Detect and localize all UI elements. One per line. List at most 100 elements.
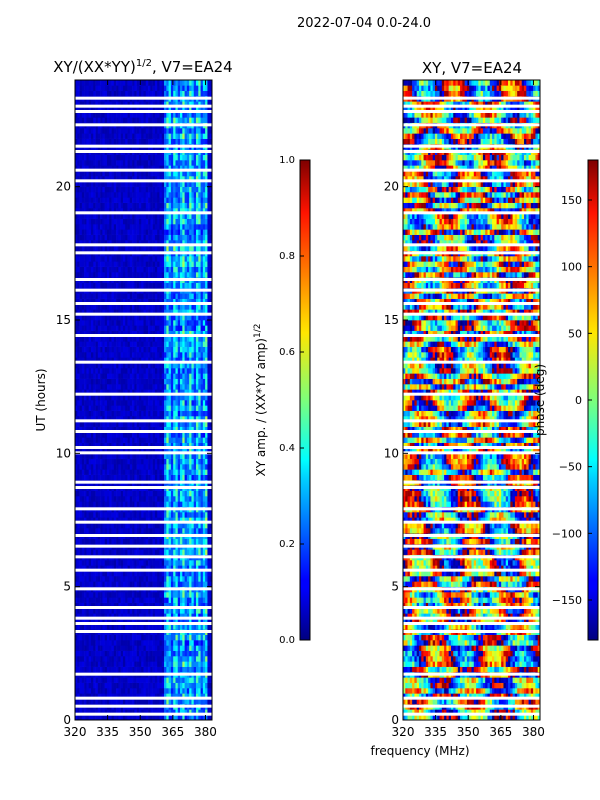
heatmap-cell: [127, 352, 131, 358]
heatmap-cell: [200, 490, 204, 497]
heatmap-cell: [127, 624, 131, 630]
heatmap-cell: [109, 410, 112, 417]
heatmap-cell: [97, 474, 101, 481]
heatmap-cell: [186, 661, 190, 667]
heatmap-cell: [145, 709, 149, 715]
heatmap-cell: [148, 341, 151, 347]
heatmap-cell: [161, 432, 165, 438]
heatmap-cell: [86, 405, 89, 411]
heatmap-cell: [109, 501, 112, 507]
heatmap-cell: [97, 645, 101, 651]
heatmap-cell: [196, 368, 199, 374]
heatmap-cell: [200, 309, 204, 315]
heatmap-cell: [196, 576, 199, 582]
heatmap-cell: [77, 613, 80, 619]
heatmap-cell: [97, 410, 101, 417]
heatmap-cell: [113, 442, 117, 449]
heatmap-cell: [164, 490, 167, 497]
heatmap-cell: [193, 565, 197, 571]
heatmap-cell: [207, 501, 211, 507]
heatmap-cell: [193, 474, 197, 481]
heatmap-cell: [191, 688, 195, 694]
heatmap-cell: [182, 650, 185, 657]
heatmap-cell: [166, 602, 169, 609]
heatmap-cell: [152, 346, 156, 353]
heatmap-cell: [116, 645, 119, 651]
heatmap-cell: [120, 645, 124, 651]
heatmap-cell: [75, 309, 78, 315]
heatmap-cell: [175, 560, 179, 566]
heatmap-cell: [173, 416, 176, 422]
heatmap-cell: [177, 608, 181, 614]
heatmap-cell: [95, 608, 99, 614]
heatmap-cell: [79, 565, 83, 571]
heatmap-cell: [175, 565, 179, 571]
heatmap-cell: [166, 677, 169, 683]
heatmap-cell: [138, 437, 142, 443]
heatmap-cell: [125, 602, 128, 609]
heatmap-cell: [109, 357, 112, 363]
heatmap-cell: [102, 650, 105, 657]
heatmap-cell: [120, 693, 124, 699]
heatmap-cell: [122, 677, 126, 683]
heatmap-cell: [170, 634, 174, 641]
heatmap-cell: [205, 517, 208, 523]
heatmap-cell: [104, 645, 108, 651]
heatmap-cell: [95, 656, 99, 662]
heatmap-cell: [168, 437, 172, 443]
heatmap-cell: [198, 624, 201, 630]
heatmap-cell: [170, 362, 174, 369]
heatmap-cell: [132, 640, 135, 646]
heatmap-cell: [152, 565, 156, 571]
heatmap-cell: [202, 656, 206, 662]
heatmap-cell: [143, 512, 147, 518]
heatmap-cell: [157, 640, 160, 646]
heatmap-cell: [134, 314, 137, 321]
heatmap-cell: [116, 709, 119, 715]
heatmap-cell: [175, 640, 179, 646]
heatmap-cell: [129, 330, 133, 337]
heatmap-cell: [148, 538, 151, 545]
heatmap-cell: [118, 677, 121, 683]
heatmap-cell: [154, 357, 158, 363]
heatmap-cell: [143, 538, 147, 545]
heatmap-cell: [152, 384, 156, 390]
heatmap-cell: [184, 538, 188, 545]
heatmap-cell: [209, 538, 212, 545]
heatmap-cell: [170, 677, 174, 683]
heatmap-cell: [202, 378, 206, 385]
heatmap-cell: [148, 352, 151, 358]
heatmap-cell: [134, 352, 137, 358]
heatmap-cell: [189, 352, 192, 358]
heatmap-cell: [196, 389, 199, 395]
heatmap-cell: [152, 352, 156, 358]
heatmap-cell: [127, 464, 131, 470]
heatmap-cell: [186, 602, 190, 609]
heatmap-cell: [116, 368, 119, 374]
heatmap-cell: [136, 330, 140, 337]
heatmap-cell: [100, 538, 103, 545]
heatmap-cell: [132, 394, 135, 401]
heatmap-cell: [84, 362, 87, 369]
heatmap-cell: [134, 645, 137, 651]
heatmap-cell: [109, 384, 112, 390]
heatmap-cell: [198, 432, 201, 438]
heatmap-cell: [173, 298, 176, 305]
heatmap-cell: [136, 517, 140, 523]
heatmap-cell: [143, 474, 147, 481]
heatmap-cell: [120, 618, 124, 625]
heatmap-cell: [79, 432, 83, 438]
heatmap-cell: [111, 709, 115, 715]
heatmap-cell: [81, 405, 85, 411]
heatmap-cell: [143, 650, 147, 657]
heatmap-cell: [170, 522, 174, 529]
heatmap-cell: [193, 336, 197, 342]
heatmap-cell: [122, 634, 126, 641]
heatmap-cell: [111, 453, 115, 459]
heatmap-cell: [170, 346, 174, 353]
heatmap-cell: [164, 602, 167, 609]
heatmap-cell: [173, 378, 176, 385]
heatmap-cell: [136, 538, 140, 545]
heatmap-cell: [191, 394, 195, 401]
heatmap-cell: [207, 352, 211, 358]
